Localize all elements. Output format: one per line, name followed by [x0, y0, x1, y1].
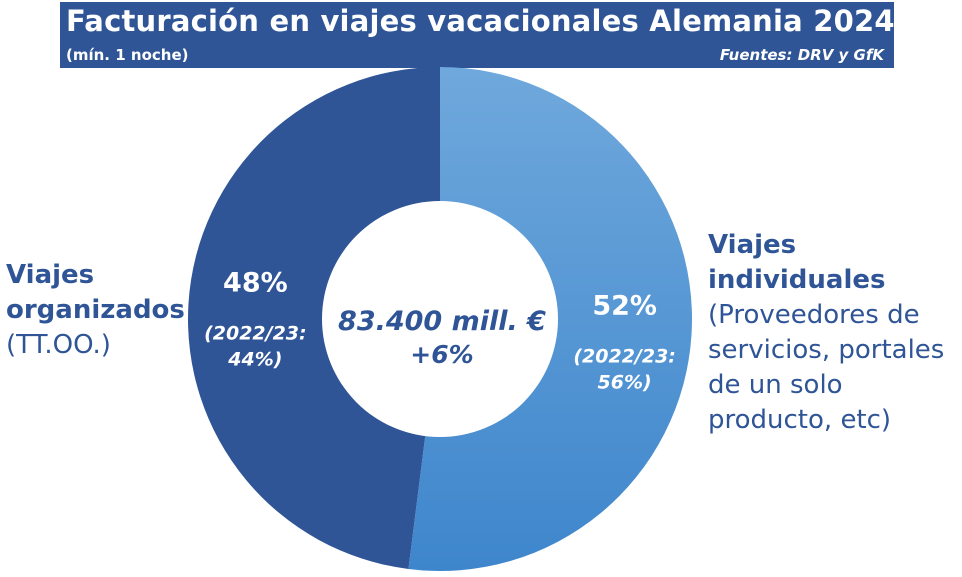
label-viajes-individuales: Viajes individuales (Proveedores de serv… [708, 228, 944, 438]
chart-header: Facturación en viajes vacacionales Alema… [60, 2, 946, 68]
donut-slice-1 [187, 67, 440, 570]
chart-source: Fuentes: DRV y GfK [719, 46, 884, 64]
center-label-0: 83.400 mill. € [338, 306, 546, 337]
chart-subtitle: (mín. 1 noche) [66, 46, 189, 64]
label-right-detail-3: de un solo [708, 370, 843, 400]
label-right-detail-2: servicios, portales [708, 335, 945, 365]
slice-label-0-1: (2022/23: [573, 346, 676, 368]
donut-hole [322, 201, 558, 437]
label-right-detail-4: producto, etc) [708, 405, 892, 435]
label-left-title-2: organizados [6, 295, 185, 325]
center-label-1: +6% [410, 340, 473, 369]
chart-title: Facturación en viajes vacacionales Alema… [66, 4, 947, 38]
label-viajes-organizados: Viajes organizados (TT.OO.) [6, 258, 185, 363]
label-right-title-1: Viajes [708, 230, 797, 260]
label-right-title-2: individuales [708, 265, 886, 295]
slice-label-1-0: 48% [223, 267, 288, 298]
slice-label-1-2: 44%) [227, 348, 282, 370]
slice-label-0-2: 56%) [598, 372, 652, 394]
label-right-detail-1: (Proveedores de [708, 300, 920, 330]
slice-label-0-0: 52% [592, 291, 657, 322]
slice-label-1-1: (2022/23: [204, 322, 307, 344]
label-left-detail: (TT.OO.) [6, 330, 111, 360]
label-left-title-1: Viajes [6, 260, 95, 290]
